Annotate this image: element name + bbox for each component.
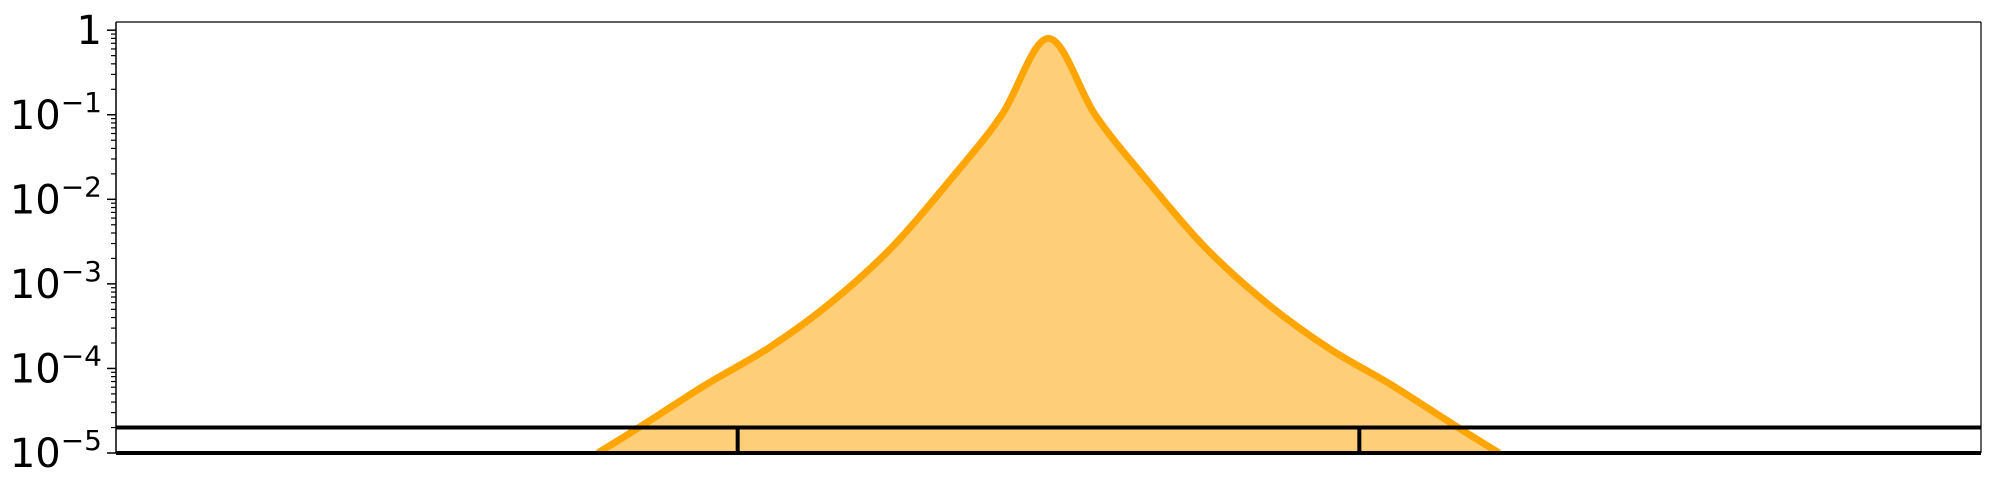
y-tick-label: 10−4 xyxy=(10,339,102,392)
y-tick-label: 10−3 xyxy=(10,255,102,308)
y-tick-label: 1 xyxy=(77,8,102,54)
series-line xyxy=(595,34,1502,453)
y-axis: 1 10−1 10−2 10−3 10−4 10−5 xyxy=(10,8,117,477)
series-area-fill xyxy=(597,38,1500,453)
y-tick-label: 10−5 xyxy=(10,424,102,477)
y-tick-label: 10−2 xyxy=(10,170,102,223)
series-0 xyxy=(595,34,1502,453)
plot-area xyxy=(116,21,1982,455)
y-tick-label: 10−1 xyxy=(10,86,102,139)
